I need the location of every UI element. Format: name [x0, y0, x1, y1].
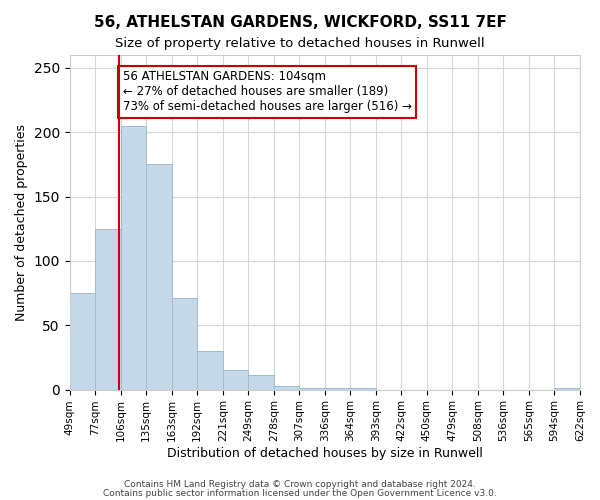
Text: Size of property relative to detached houses in Runwell: Size of property relative to detached ho… [115, 38, 485, 51]
Bar [248, 376, 274, 390]
Text: 56 ATHELSTAN GARDENS: 104sqm
← 27% of detached houses are smaller (189)
73% of s: 56 ATHELSTAN GARDENS: 104sqm ← 27% of de… [123, 70, 412, 114]
Bar [554, 388, 580, 390]
Bar [274, 386, 299, 390]
Bar [197, 351, 223, 390]
Bar [350, 388, 376, 390]
Text: Contains HM Land Registry data © Crown copyright and database right 2024.: Contains HM Land Registry data © Crown c… [124, 480, 476, 489]
Text: 56, ATHELSTAN GARDENS, WICKFORD, SS11 7EF: 56, ATHELSTAN GARDENS, WICKFORD, SS11 7E… [94, 15, 506, 30]
Bar [70, 293, 95, 390]
Bar [146, 164, 172, 390]
Bar [299, 388, 325, 390]
Y-axis label: Number of detached properties: Number of detached properties [15, 124, 28, 321]
Bar [223, 370, 248, 390]
Text: Contains public sector information licensed under the Open Government Licence v3: Contains public sector information licen… [103, 488, 497, 498]
Bar [95, 228, 121, 390]
Bar [121, 126, 146, 390]
X-axis label: Distribution of detached houses by size in Runwell: Distribution of detached houses by size … [167, 447, 483, 460]
Bar [325, 388, 350, 390]
Bar [172, 298, 197, 390]
